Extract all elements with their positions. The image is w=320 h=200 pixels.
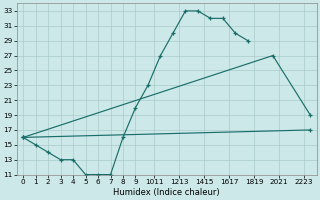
X-axis label: Humidex (Indice chaleur): Humidex (Indice chaleur) <box>113 188 220 197</box>
